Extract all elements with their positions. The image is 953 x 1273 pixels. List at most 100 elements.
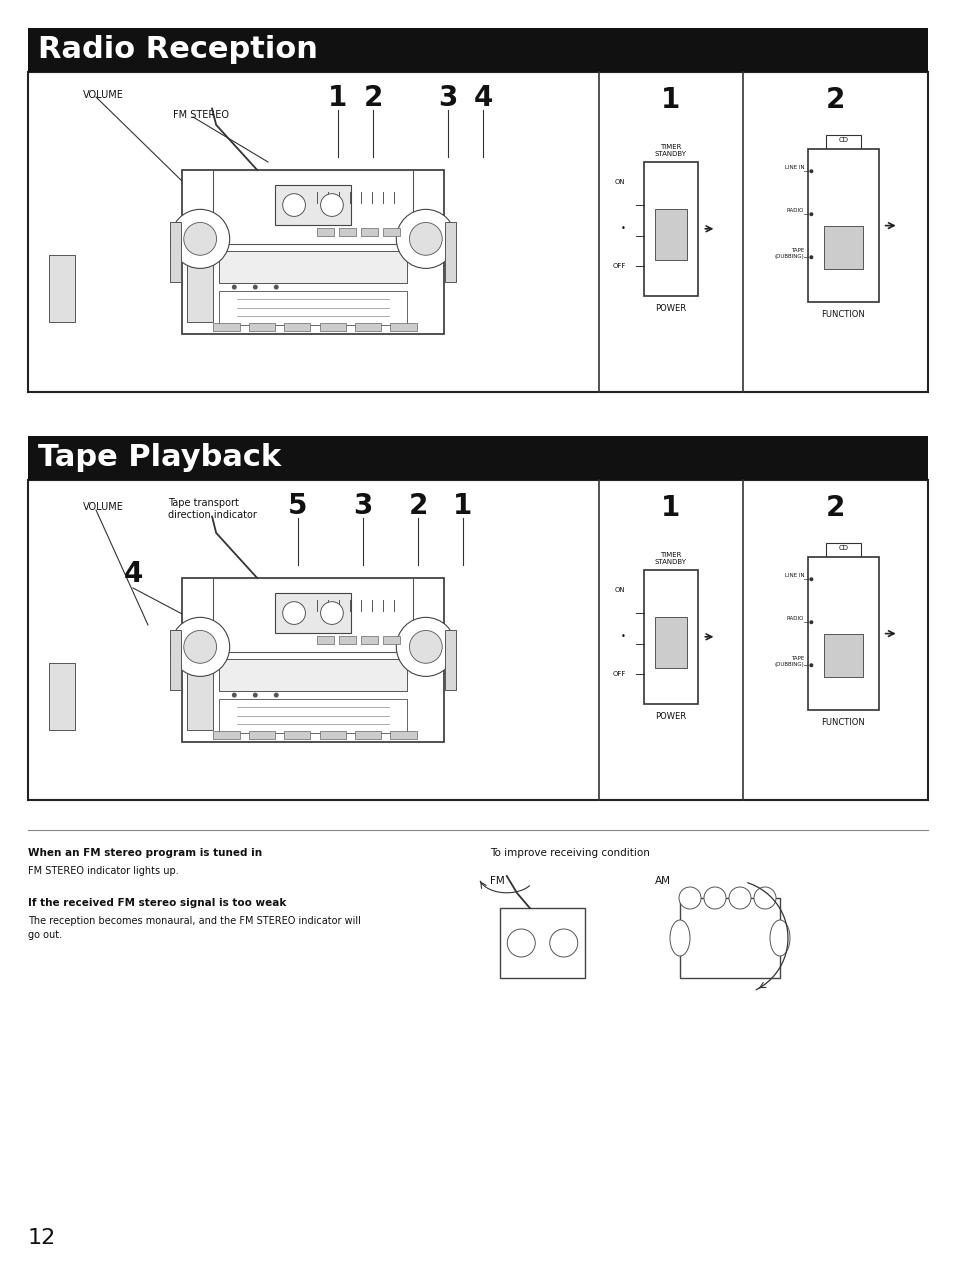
Bar: [319, 731, 345, 738]
Text: •: •: [620, 633, 625, 642]
Text: TIMER
STANDBY: TIMER STANDBY: [655, 551, 686, 565]
Text: 2: 2: [408, 491, 427, 519]
Text: To improve receiving condition: To improve receiving condition: [490, 848, 649, 858]
Text: 3: 3: [353, 491, 373, 519]
Bar: [182, 171, 444, 334]
Text: Tape Playback: Tape Playback: [38, 443, 281, 472]
Text: VOLUME: VOLUME: [83, 90, 124, 101]
Bar: [218, 659, 407, 690]
Circle shape: [232, 285, 236, 289]
Text: The reception becomes monaural, and the FM STEREO indicator will: The reception becomes monaural, and the …: [28, 917, 360, 925]
Bar: [823, 225, 862, 269]
Bar: [274, 593, 351, 634]
Circle shape: [808, 577, 813, 582]
Bar: [28, 28, 927, 73]
Bar: [825, 135, 861, 149]
Circle shape: [274, 693, 278, 698]
Circle shape: [808, 169, 813, 173]
Bar: [338, 228, 355, 237]
Circle shape: [320, 602, 343, 625]
Circle shape: [184, 223, 216, 256]
Ellipse shape: [679, 887, 700, 909]
Circle shape: [253, 285, 257, 289]
Bar: [187, 255, 213, 322]
Ellipse shape: [728, 887, 750, 909]
Bar: [213, 171, 413, 244]
Text: When an FM stereo program is tuned in: When an FM stereo program is tuned in: [28, 848, 262, 858]
Bar: [218, 290, 407, 325]
Bar: [28, 73, 927, 392]
Text: 1: 1: [328, 84, 347, 112]
Bar: [218, 251, 407, 283]
Text: CD: CD: [838, 136, 847, 143]
Text: TIMER
STANDBY: TIMER STANDBY: [655, 144, 686, 157]
Text: FM STEREO indicator lights up.: FM STEREO indicator lights up.: [28, 866, 178, 876]
Text: LINE IN: LINE IN: [784, 164, 803, 169]
Bar: [28, 435, 927, 480]
Bar: [187, 663, 213, 731]
Bar: [319, 322, 345, 331]
Ellipse shape: [669, 920, 689, 956]
Bar: [249, 322, 274, 331]
Bar: [49, 663, 75, 731]
Text: CD: CD: [838, 545, 847, 551]
Circle shape: [395, 617, 455, 676]
Circle shape: [171, 617, 230, 676]
Bar: [316, 228, 334, 237]
Circle shape: [282, 193, 305, 216]
Text: 4: 4: [123, 560, 143, 588]
Text: POWER: POWER: [655, 304, 686, 313]
Bar: [360, 228, 377, 237]
Text: AM: AM: [655, 876, 670, 886]
Text: FM STEREO: FM STEREO: [172, 109, 229, 120]
Circle shape: [808, 213, 813, 216]
Circle shape: [808, 663, 813, 667]
Text: TAPE
(DUBBING): TAPE (DUBBING): [774, 656, 803, 667]
Text: 1: 1: [453, 491, 472, 519]
Text: 2: 2: [824, 494, 843, 522]
Text: POWER: POWER: [655, 712, 686, 721]
Circle shape: [232, 693, 236, 698]
Bar: [249, 731, 274, 738]
Text: 5: 5: [288, 491, 308, 519]
Circle shape: [274, 285, 278, 289]
Bar: [825, 542, 861, 556]
Circle shape: [549, 929, 578, 957]
Text: 12: 12: [28, 1228, 56, 1248]
Bar: [284, 731, 310, 738]
Bar: [390, 322, 416, 331]
Bar: [218, 699, 407, 733]
Text: •: •: [620, 224, 625, 233]
Circle shape: [409, 630, 442, 663]
Bar: [360, 635, 377, 644]
Text: 4: 4: [473, 84, 492, 112]
Text: RADIO: RADIO: [786, 616, 803, 621]
Bar: [807, 556, 878, 710]
Circle shape: [507, 929, 535, 957]
Text: FUNCTION: FUNCTION: [821, 718, 864, 727]
Circle shape: [808, 256, 813, 260]
Bar: [28, 480, 927, 799]
Bar: [643, 569, 698, 704]
Text: direction indicator: direction indicator: [168, 510, 256, 519]
Text: LINE IN: LINE IN: [784, 573, 803, 578]
Circle shape: [808, 620, 813, 624]
Text: 2: 2: [824, 87, 843, 115]
Circle shape: [171, 209, 230, 269]
Text: go out.: go out.: [28, 931, 62, 939]
Text: 2: 2: [363, 84, 382, 112]
Bar: [182, 578, 444, 742]
Bar: [274, 185, 351, 225]
Bar: [679, 897, 780, 978]
Text: FUNCTION: FUNCTION: [821, 311, 864, 320]
Text: TAPE
(DUBBING): TAPE (DUBBING): [774, 248, 803, 258]
Bar: [213, 578, 413, 652]
Bar: [355, 322, 381, 331]
Text: VOLUME: VOLUME: [83, 502, 124, 512]
Bar: [823, 634, 862, 677]
Bar: [390, 731, 416, 738]
Bar: [213, 322, 239, 331]
Bar: [382, 635, 399, 644]
Bar: [444, 630, 456, 690]
Circle shape: [320, 193, 343, 216]
